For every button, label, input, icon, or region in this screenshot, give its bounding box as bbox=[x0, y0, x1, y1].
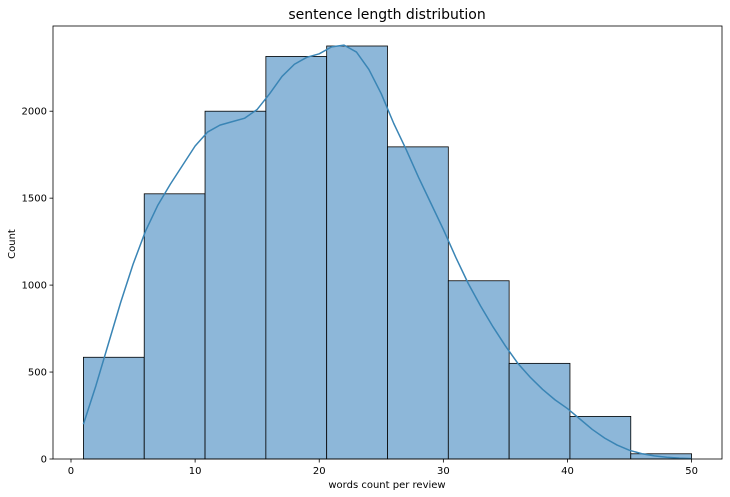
y-tick-label-2000: 2000 bbox=[22, 107, 47, 118]
histogram-bar-2 bbox=[143, 193, 206, 460]
histogram-bar-1 bbox=[83, 356, 145, 460]
x-tick-label-10: 10 bbox=[189, 466, 202, 477]
histogram-bar-7 bbox=[447, 280, 510, 460]
y-tick-label-500: 500 bbox=[28, 368, 47, 379]
x-tick-label-30: 30 bbox=[437, 466, 450, 477]
y-tick-label-0: 0 bbox=[41, 455, 47, 466]
histogram-bar-3 bbox=[204, 110, 267, 460]
plot-area bbox=[82, 44, 692, 460]
x-tick-label-20: 20 bbox=[313, 466, 326, 477]
x-tick-label-50: 50 bbox=[685, 466, 698, 477]
histogram-bar-6 bbox=[387, 146, 449, 460]
histogram-bar-8 bbox=[508, 362, 571, 460]
x-tick-label-40: 40 bbox=[561, 466, 574, 477]
histogram-bar-4 bbox=[265, 56, 328, 460]
x-tick-label-0: 0 bbox=[68, 466, 74, 477]
y-axis-label: Count bbox=[7, 229, 18, 259]
kde-line bbox=[82, 44, 692, 460]
chart-title: sentence length distribution bbox=[288, 7, 485, 23]
histogram-bar-9 bbox=[569, 415, 632, 460]
y-tick-label-1000: 1000 bbox=[22, 281, 47, 292]
histogram-bar-5 bbox=[326, 45, 388, 460]
y-tick-label-1500: 1500 bbox=[22, 194, 47, 205]
axes-frame bbox=[52, 25, 723, 460]
x-axis-label: words count per review bbox=[328, 480, 445, 491]
